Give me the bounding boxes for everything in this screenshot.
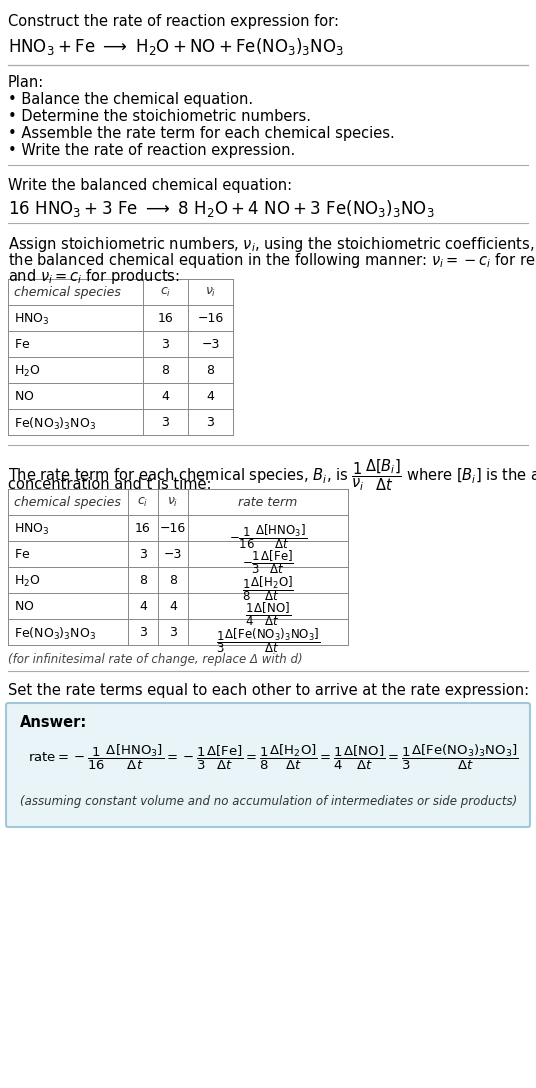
Text: $\dfrac{1}{3}\dfrac{\Delta[\mathrm{Fe(NO_3)_3NO_3}]}{\Delta t}$: $\dfrac{1}{3}\dfrac{\Delta[\mathrm{Fe(NO…: [216, 626, 320, 655]
Text: −16: −16: [197, 312, 224, 325]
Text: • Determine the stoichiometric numbers.: • Determine the stoichiometric numbers.: [8, 109, 311, 124]
Text: $\nu_i$: $\nu_i$: [167, 496, 178, 509]
Text: 4: 4: [206, 390, 214, 403]
Text: 3: 3: [161, 338, 169, 351]
Text: 8: 8: [169, 574, 177, 588]
Text: rate term: rate term: [239, 496, 297, 509]
Text: $\mathrm{Fe}$: $\mathrm{Fe}$: [14, 338, 31, 351]
Text: 4: 4: [139, 599, 147, 613]
Text: Assign stoichiometric numbers, $\nu_i$, using the stoichiometric coefficients, $: Assign stoichiometric numbers, $\nu_i$, …: [8, 235, 536, 254]
Text: 16: 16: [158, 312, 173, 325]
Text: 4: 4: [169, 599, 177, 613]
Text: $\mathrm{NO}$: $\mathrm{NO}$: [14, 390, 34, 403]
Text: chemical species: chemical species: [14, 496, 121, 509]
Text: $c_i$: $c_i$: [137, 496, 148, 509]
Text: $\dfrac{1}{8}\dfrac{\Delta[\mathrm{H_2O}]}{\Delta t}$: $\dfrac{1}{8}\dfrac{\Delta[\mathrm{H_2O}…: [242, 574, 294, 603]
Text: −16: −16: [160, 522, 186, 535]
Text: 3: 3: [206, 416, 214, 429]
Text: 3: 3: [139, 626, 147, 639]
Text: Construct the rate of reaction expression for:: Construct the rate of reaction expressio…: [8, 14, 339, 29]
Text: • Write the rate of reaction expression.: • Write the rate of reaction expression.: [8, 143, 295, 158]
Text: −3: −3: [202, 338, 220, 351]
Text: chemical species: chemical species: [14, 286, 121, 299]
FancyBboxPatch shape: [6, 703, 530, 827]
Text: $\mathrm{H_2O}$: $\mathrm{H_2O}$: [14, 574, 41, 589]
Text: $\mathrm{rate} = -\dfrac{1}{16}\dfrac{\Delta[\mathrm{HNO_3}]}{\Delta t} = -\dfra: $\mathrm{rate} = -\dfrac{1}{16}\dfrac{\D…: [28, 743, 519, 772]
Text: Write the balanced chemical equation:: Write the balanced chemical equation:: [8, 178, 292, 193]
Text: the balanced chemical equation in the following manner: $\nu_i = -c_i$ for react: the balanced chemical equation in the fo…: [8, 251, 536, 270]
Text: 3: 3: [161, 416, 169, 429]
Text: 8: 8: [161, 364, 169, 378]
Text: • Balance the chemical equation.: • Balance the chemical equation.: [8, 92, 253, 107]
Text: (assuming constant volume and no accumulation of intermediates or side products): (assuming constant volume and no accumul…: [20, 795, 517, 808]
Text: 4: 4: [161, 390, 169, 403]
Text: 3: 3: [139, 548, 147, 561]
Text: $\mathrm{HNO_3}$: $\mathrm{HNO_3}$: [14, 522, 50, 537]
Text: 3: 3: [169, 626, 177, 639]
Text: $-\dfrac{1}{3}\dfrac{\Delta[\mathrm{Fe}]}{\Delta t}$: $-\dfrac{1}{3}\dfrac{\Delta[\mathrm{Fe}]…: [242, 548, 294, 576]
Text: • Assemble the rate term for each chemical species.: • Assemble the rate term for each chemic…: [8, 126, 394, 141]
Text: 16: 16: [135, 522, 151, 535]
Text: $c_i$: $c_i$: [160, 286, 171, 299]
Text: Answer:: Answer:: [20, 715, 87, 730]
Text: $\mathrm{Fe}$: $\mathrm{Fe}$: [14, 548, 31, 561]
Text: $\mathrm{Fe(NO_3)_3NO_3}$: $\mathrm{Fe(NO_3)_3NO_3}$: [14, 626, 96, 642]
Text: $\mathrm{Fe(NO_3)_3NO_3}$: $\mathrm{Fe(NO_3)_3NO_3}$: [14, 416, 96, 432]
Text: $\mathrm{HNO_3 + Fe \ \longrightarrow \ H_2O + NO + Fe(NO_3)_3NO_3}$: $\mathrm{HNO_3 + Fe \ \longrightarrow \ …: [8, 36, 344, 57]
Text: Plan:: Plan:: [8, 75, 44, 90]
Text: and $\nu_i = c_i$ for products:: and $\nu_i = c_i$ for products:: [8, 267, 180, 286]
Text: $\dfrac{1}{4}\dfrac{\Delta[\mathrm{NO}]}{\Delta t}$: $\dfrac{1}{4}\dfrac{\Delta[\mathrm{NO}]}…: [245, 599, 291, 628]
Text: $\mathrm{16 \ HNO_3 + 3 \ Fe \ \longrightarrow \ 8 \ H_2O + 4 \ NO + 3 \ Fe(NO_3: $\mathrm{16 \ HNO_3 + 3 \ Fe \ \longrigh…: [8, 198, 435, 219]
Text: (for infinitesimal rate of change, replace Δ with d): (for infinitesimal rate of change, repla…: [8, 653, 303, 666]
Text: 8: 8: [206, 364, 214, 378]
Text: $\mathrm{HNO_3}$: $\mathrm{HNO_3}$: [14, 312, 50, 327]
Text: $\mathrm{H_2O}$: $\mathrm{H_2O}$: [14, 364, 41, 379]
Text: $\nu_i$: $\nu_i$: [205, 286, 216, 299]
Text: concentration and t is time:: concentration and t is time:: [8, 477, 212, 492]
Text: $\mathrm{NO}$: $\mathrm{NO}$: [14, 599, 34, 613]
Text: −3: −3: [164, 548, 182, 561]
Text: Set the rate terms equal to each other to arrive at the rate expression:: Set the rate terms equal to each other t…: [8, 683, 529, 698]
Text: 8: 8: [139, 574, 147, 588]
Text: $-\dfrac{1}{16}\dfrac{\Delta[\mathrm{HNO_3}]}{\Delta t}$: $-\dfrac{1}{16}\dfrac{\Delta[\mathrm{HNO…: [229, 522, 307, 551]
Text: The rate term for each chemical species, $B_i$, is $\dfrac{1}{\nu_i}\dfrac{\Delt: The rate term for each chemical species,…: [8, 457, 536, 493]
